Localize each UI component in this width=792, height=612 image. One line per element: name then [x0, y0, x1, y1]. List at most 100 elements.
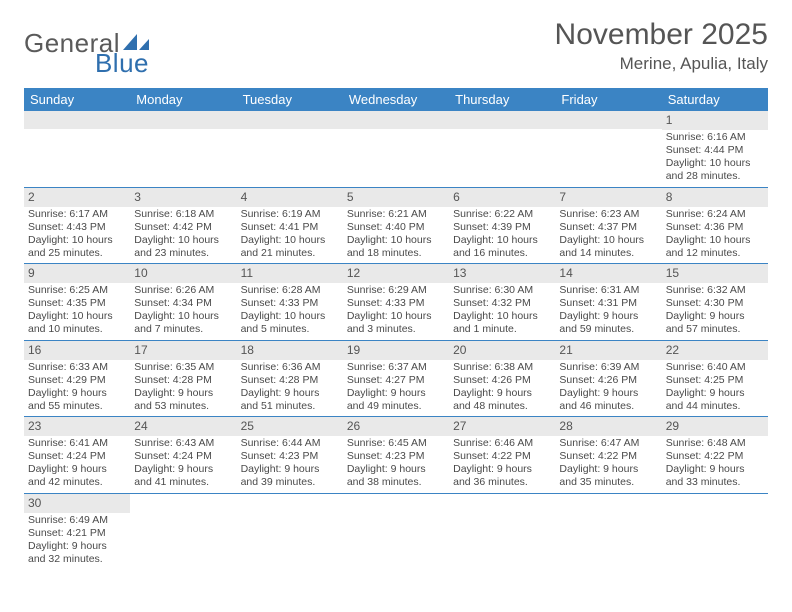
sunrise-text: Sunrise: 6:17 AM [28, 208, 126, 221]
day-number: 22 [662, 341, 768, 360]
week-row: 2Sunrise: 6:17 AMSunset: 4:43 PM Daylight… [24, 188, 768, 265]
daylight2-text: and 39 minutes. [241, 476, 339, 489]
daylight1-text: Daylight: 9 hours [134, 387, 232, 400]
daylight1-text: Daylight: 10 hours [134, 234, 232, 247]
calendar-cell: 14Sunrise: 6:31 AMSunset: 4:31 PMDayligh… [555, 264, 661, 340]
calendar-cell: 6Sunrise: 6:22 AMSunset: 4:39 PMDaylight… [449, 188, 555, 264]
sunrise-text: Sunrise: 6:43 AM [134, 437, 232, 450]
day-number: 3 [130, 188, 236, 207]
day-number [237, 111, 343, 129]
day-number: 14 [555, 264, 661, 283]
month-title: November 2025 [555, 18, 768, 52]
logo-text-blue: Blue [95, 48, 149, 79]
day-number: 2 [24, 188, 130, 207]
calendar-cell: 17Sunrise: 6:35 AMSunset: 4:28 PMDayligh… [130, 341, 236, 417]
sunrise-text: Sunrise: 6:45 AM [347, 437, 445, 450]
daylight2-text: and 36 minutes. [453, 476, 551, 489]
daylight2-text: and 41 minutes. [134, 476, 232, 489]
daylight1-text: Daylight: 9 hours [666, 463, 764, 476]
day-number [555, 111, 661, 129]
sunrise-text: Sunrise: 6:35 AM [134, 361, 232, 374]
day-number: 16 [24, 341, 130, 360]
sunset-text: Sunset: 4:32 PM [453, 297, 551, 310]
week-row: 9Sunrise: 6:25 AMSunset: 4:35 PMDaylight… [24, 264, 768, 341]
sunset-text: Sunset: 4:22 PM [559, 450, 657, 463]
day-number [24, 111, 130, 129]
daylight1-text: Daylight: 10 hours [241, 310, 339, 323]
calendar-cell: 22Sunrise: 6:40 AMSunset: 4:25 PMDayligh… [662, 341, 768, 417]
sunset-text: Sunset: 4:35 PM [28, 297, 126, 310]
day-number: 26 [343, 417, 449, 436]
daylight2-text: and 59 minutes. [559, 323, 657, 336]
sunset-text: Sunset: 4:24 PM [28, 450, 126, 463]
calendar-cell: 26Sunrise: 6:45 AMSunset: 4:23 PMDayligh… [343, 417, 449, 493]
calendar-cell: 9Sunrise: 6:25 AMSunset: 4:35 PMDaylight… [24, 264, 130, 340]
daylight2-text: and 38 minutes. [347, 476, 445, 489]
sunrise-text: Sunrise: 6:32 AM [666, 284, 764, 297]
calendar-cell [449, 494, 555, 570]
sunrise-text: Sunrise: 6:48 AM [666, 437, 764, 450]
day-number: 29 [662, 417, 768, 436]
calendar-cell: 12Sunrise: 6:29 AMSunset: 4:33 PMDayligh… [343, 264, 449, 340]
daylight1-text: Daylight: 10 hours [347, 234, 445, 247]
sunset-text: Sunset: 4:40 PM [347, 221, 445, 234]
calendar-cell: 18Sunrise: 6:36 AMSunset: 4:28 PMDayligh… [237, 341, 343, 417]
sunrise-text: Sunrise: 6:49 AM [28, 514, 126, 527]
daylight1-text: Daylight: 10 hours [666, 234, 764, 247]
day-number: 19 [343, 341, 449, 360]
daylight2-text: and 46 minutes. [559, 400, 657, 413]
sunset-text: Sunset: 4:30 PM [666, 297, 764, 310]
weekday-header: Saturday [662, 88, 768, 111]
day-number: 8 [662, 188, 768, 207]
calendar-cell [130, 111, 236, 187]
sunset-text: Sunset: 4:33 PM [347, 297, 445, 310]
sunset-text: Sunset: 4:33 PM [241, 297, 339, 310]
day-number: 20 [449, 341, 555, 360]
sunset-text: Sunset: 4:27 PM [347, 374, 445, 387]
calendar-cell: 13Sunrise: 6:30 AMSunset: 4:32 PMDayligh… [449, 264, 555, 340]
sunset-text: Sunset: 4:24 PM [134, 450, 232, 463]
sunrise-text: Sunrise: 6:30 AM [453, 284, 551, 297]
sunset-text: Sunset: 4:26 PM [559, 374, 657, 387]
sunrise-text: Sunrise: 6:21 AM [347, 208, 445, 221]
daylight2-text: and 18 minutes. [347, 247, 445, 260]
day-number: 10 [130, 264, 236, 283]
sunrise-text: Sunrise: 6:23 AM [559, 208, 657, 221]
daylight2-text: and 14 minutes. [559, 247, 657, 260]
daylight2-text: and 28 minutes. [666, 170, 764, 183]
daylight1-text: Daylight: 10 hours [134, 310, 232, 323]
daylight2-text: and 51 minutes. [241, 400, 339, 413]
sunrise-text: Sunrise: 6:31 AM [559, 284, 657, 297]
calendar-cell: 10Sunrise: 6:26 AMSunset: 4:34 PMDayligh… [130, 264, 236, 340]
calendar-cell: 2Sunrise: 6:17 AMSunset: 4:43 PMDaylight… [24, 188, 130, 264]
calendar-cell: 30Sunrise: 6:49 AMSunset: 4:21 PMDayligh… [24, 494, 130, 570]
day-number: 1 [662, 111, 768, 130]
weekday-header: Thursday [449, 88, 555, 111]
daylight2-text: and 7 minutes. [134, 323, 232, 336]
day-number [343, 111, 449, 129]
daylight1-text: Daylight: 9 hours [666, 310, 764, 323]
daylight2-text: and 12 minutes. [666, 247, 764, 260]
daylight2-text: and 25 minutes. [28, 247, 126, 260]
day-number: 21 [555, 341, 661, 360]
sunrise-text: Sunrise: 6:22 AM [453, 208, 551, 221]
sunset-text: Sunset: 4:43 PM [28, 221, 126, 234]
daylight2-text: and 33 minutes. [666, 476, 764, 489]
calendar: Sunday Monday Tuesday Wednesday Thursday… [24, 88, 768, 569]
day-number: 18 [237, 341, 343, 360]
calendar-cell: 27Sunrise: 6:46 AMSunset: 4:22 PMDayligh… [449, 417, 555, 493]
sunset-text: Sunset: 4:34 PM [134, 297, 232, 310]
day-number: 17 [130, 341, 236, 360]
sunset-text: Sunset: 4:25 PM [666, 374, 764, 387]
sunset-text: Sunset: 4:21 PM [28, 527, 126, 540]
page: GeneralBlue November 2025 Merine, Apulia… [0, 0, 792, 612]
day-number: 28 [555, 417, 661, 436]
day-number: 4 [237, 188, 343, 207]
sunset-text: Sunset: 4:23 PM [347, 450, 445, 463]
daylight1-text: Daylight: 10 hours [241, 234, 339, 247]
week-row: 16Sunrise: 6:33 AMSunset: 4:29 PMDayligh… [24, 341, 768, 418]
daylight1-text: Daylight: 9 hours [347, 463, 445, 476]
daylight1-text: Daylight: 9 hours [347, 387, 445, 400]
daylight1-text: Daylight: 9 hours [453, 463, 551, 476]
daylight2-text: and 32 minutes. [28, 553, 126, 566]
